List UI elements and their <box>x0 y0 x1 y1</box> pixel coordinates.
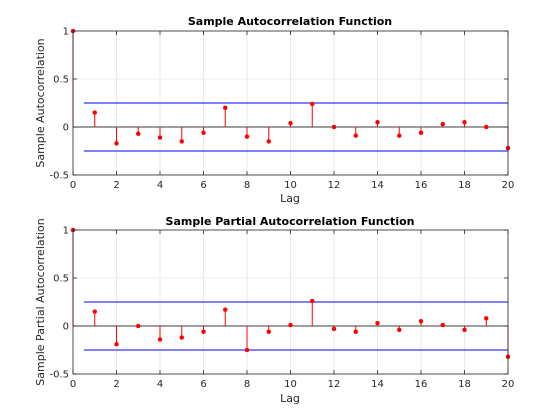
x-tick-label: 12 <box>328 379 341 390</box>
x-tick-label: 4 <box>157 180 163 191</box>
stem-marker <box>244 347 250 353</box>
stem-marker <box>484 316 489 321</box>
stem-marker <box>462 119 467 125</box>
y-tick-label: 1 <box>63 226 69 237</box>
x-tick-label: 18 <box>458 180 471 191</box>
x-tick-label: 4 <box>157 379 163 390</box>
x-tick-label: 0 <box>70 180 76 191</box>
stem-marker <box>179 139 184 144</box>
stem-marker <box>114 141 119 146</box>
x-tick-label: 8 <box>244 379 250 390</box>
stem-marker <box>331 124 337 130</box>
y-tick-label: 0 <box>63 322 69 333</box>
x-tick-label: 14 <box>371 180 384 191</box>
stem-marker <box>201 329 206 335</box>
x-tick-label: 20 <box>502 379 515 390</box>
stem-marker <box>92 309 97 314</box>
pacf-title: Sample Partial Autocorrelation Function <box>166 215 415 228</box>
stem-marker <box>114 341 119 347</box>
x-tick-label: 8 <box>244 180 250 191</box>
y-tick-label: 0.5 <box>53 75 69 86</box>
stem-marker <box>397 327 402 333</box>
x-tick-label: 14 <box>371 379 384 390</box>
stem-marker <box>201 130 206 136</box>
y-tick-label: -0.5 <box>49 370 69 381</box>
stem-marker <box>484 124 489 130</box>
stem-marker <box>179 335 184 340</box>
stem-marker <box>92 110 97 115</box>
stem-marker <box>375 320 380 326</box>
acf-ylabel: Sample Autocorrelation <box>34 38 47 167</box>
stem-marker <box>440 322 445 328</box>
x-tick-label: 16 <box>415 180 428 191</box>
stem-marker <box>288 120 293 126</box>
x-tick-label: 16 <box>415 379 428 390</box>
pacf-xlabel: Lag <box>280 392 300 405</box>
pacf-ylabel: Sample Partial Autocorrelation <box>34 218 47 385</box>
x-tick-label: 2 <box>113 180 119 191</box>
stem-marker <box>331 326 337 332</box>
acf-title: Sample Autocorrelation Function <box>188 15 392 28</box>
x-tick-label: 10 <box>284 180 297 191</box>
stem-marker <box>310 101 315 107</box>
stem-marker <box>223 307 228 312</box>
stem-marker <box>440 121 445 127</box>
stem-marker <box>462 327 467 333</box>
stem-marker <box>418 130 424 136</box>
stem-marker <box>244 134 250 139</box>
x-tick-label: 10 <box>284 379 297 390</box>
y-tick-label: -0.5 <box>49 171 69 182</box>
stem-marker <box>310 298 315 304</box>
stem-marker <box>397 133 402 138</box>
stem-marker <box>288 322 293 328</box>
stem-marker <box>157 135 163 140</box>
pacf-axes: Sample Partial Autocorrelation Function … <box>34 215 514 405</box>
stem-marker <box>157 337 163 342</box>
stem-marker <box>266 329 271 335</box>
x-tick-label: 0 <box>70 379 76 390</box>
stem-marker <box>266 139 271 144</box>
x-tick-label: 6 <box>200 180 206 191</box>
stem-marker <box>418 318 424 324</box>
x-tick-label: 20 <box>502 180 515 191</box>
stem-marker <box>136 131 141 136</box>
x-tick-label: 18 <box>458 379 471 390</box>
y-tick-label: 0 <box>63 123 69 134</box>
acf-axes: Sample Autocorrelation Function Lag Samp… <box>34 15 514 205</box>
stem-marker <box>136 323 141 329</box>
stem-marker <box>353 329 358 335</box>
x-tick-label: 2 <box>113 379 119 390</box>
x-tick-label: 6 <box>200 379 206 390</box>
acf-xlabel: Lag <box>280 192 300 205</box>
y-tick-label: 1 <box>63 27 69 38</box>
stem-marker <box>375 119 380 125</box>
y-tick-label: 0.5 <box>53 274 69 285</box>
stem-marker <box>223 105 228 111</box>
stem-marker <box>353 133 358 138</box>
x-tick-label: 12 <box>328 180 341 191</box>
